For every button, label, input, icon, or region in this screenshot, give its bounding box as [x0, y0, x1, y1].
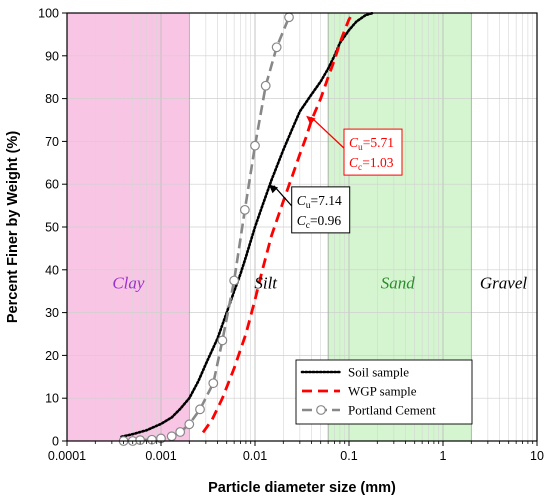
y-axis-title: Percent Finer by Weight (%) [5, 131, 21, 323]
annotation-cc-text: Cc=1.03 [349, 155, 394, 173]
annotation-cu-text: Cu=5.71 [349, 135, 394, 153]
data-point-portland-cement [208, 378, 219, 389]
data-point-portland-cement [166, 431, 177, 442]
y-tick-label: 30 [45, 306, 59, 320]
cc-symbol: C [349, 155, 359, 170]
x-axis-title: Particle diameter size (mm) [208, 480, 396, 496]
data-point-portland-cement [284, 12, 294, 23]
series-layer [118, 11, 375, 446]
x-tick-label: 1 [440, 449, 447, 463]
zone-label-sand: Sand [381, 274, 416, 293]
data-point-portland-cement [184, 419, 195, 430]
legend-label-portland-cement: Portland Cement [348, 403, 436, 418]
annotation-arrow-head [268, 184, 279, 194]
x-tick-label: 0.01 [243, 449, 267, 463]
data-point-portland-cement [146, 434, 157, 445]
data-point-portland-cement [260, 80, 271, 91]
cu-subscript: u [306, 201, 311, 211]
y-tick-label: 10 [45, 392, 59, 406]
annotation-arrow-line [273, 185, 293, 207]
data-point-portland-cement [250, 140, 260, 151]
x-tick-label: 10 [530, 449, 544, 463]
legend-marker-portland-cement [316, 405, 326, 415]
y-tick-label: 90 [45, 49, 59, 63]
legend-layer: Soil sample WGP sample Portland Cement [295, 359, 473, 425]
annotation-cu-text: Cu=7.14 [297, 193, 342, 211]
cc-value: =1.03 [362, 155, 393, 170]
x-tick-label: 0.1 [340, 449, 357, 463]
x-tick-label: 0.001 [145, 449, 176, 463]
zone-label-silt: Silt [254, 274, 278, 293]
data-point-portland-cement [135, 435, 146, 446]
annotation-box [291, 186, 351, 234]
cc-subscript: c [306, 221, 310, 231]
y-tick-label: 100 [38, 7, 59, 21]
zone-label-layer: Clay Silt Sand Gravel [112, 274, 527, 293]
data-point-portland-cement [271, 42, 282, 53]
data-point-portland-cement [229, 275, 240, 286]
legend-label-wgp-sample: WGP sample [348, 384, 417, 399]
y-tick-label: 20 [45, 349, 59, 363]
cc-subscript: c [358, 163, 362, 173]
cu-subscript: u [358, 143, 363, 153]
annotation-box [343, 128, 403, 176]
data-point-portland-cement [175, 427, 186, 437]
cc-value: =0.96 [310, 213, 341, 228]
y-tick-label: 40 [45, 263, 59, 277]
cu-value: =5.71 [363, 135, 394, 150]
data-point-portland-cement [195, 404, 205, 415]
y-tick-label: 60 [45, 178, 59, 192]
cu-symbol: C [349, 135, 359, 150]
annotation-arrow-line [310, 116, 345, 149]
cc-symbol: C [297, 213, 307, 228]
cu-value: =7.14 [310, 193, 341, 208]
x-tick-label: 0.0001 [48, 449, 86, 463]
y-tick-label: 80 [45, 92, 59, 106]
y-tick-label: 0 [52, 435, 59, 449]
data-point-portland-cement [239, 204, 250, 215]
annotation-cc-text: Cc=0.96 [297, 213, 342, 231]
data-point-portland-cement [217, 335, 228, 346]
zone-label-clay: Clay [112, 274, 145, 293]
annotation-arrow-head [306, 115, 316, 125]
cu-symbol: C [297, 193, 307, 208]
y-tick-label: 50 [45, 221, 59, 235]
zone-label-gravel: Gravel [480, 274, 527, 293]
y-tick-label: 70 [45, 135, 59, 149]
axis-layer: 0.0001 0.001 0.01 0.1 1 100102030405060708090… [38, 7, 544, 464]
legend-label-soil-sample: Soil sample [348, 365, 409, 380]
